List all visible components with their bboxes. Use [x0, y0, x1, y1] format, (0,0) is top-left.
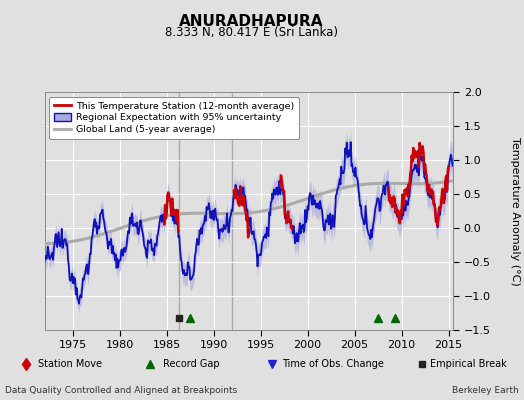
Legend: This Temperature Station (12-month average), Regional Expectation with 95% uncer: This Temperature Station (12-month avera… — [49, 97, 299, 139]
Text: Station Move: Station Move — [38, 359, 102, 369]
Text: Time of Obs. Change: Time of Obs. Change — [282, 359, 384, 369]
Y-axis label: Temperature Anomaly (°C): Temperature Anomaly (°C) — [510, 137, 520, 285]
Text: Record Gap: Record Gap — [163, 359, 220, 369]
Text: Data Quality Controlled and Aligned at Breakpoints: Data Quality Controlled and Aligned at B… — [5, 386, 237, 395]
Text: Empirical Break: Empirical Break — [430, 359, 506, 369]
Text: ANURADHAPURA: ANURADHAPURA — [179, 14, 324, 29]
Text: 8.333 N, 80.417 E (Sri Lanka): 8.333 N, 80.417 E (Sri Lanka) — [165, 26, 338, 39]
Text: Berkeley Earth: Berkeley Earth — [452, 386, 519, 395]
